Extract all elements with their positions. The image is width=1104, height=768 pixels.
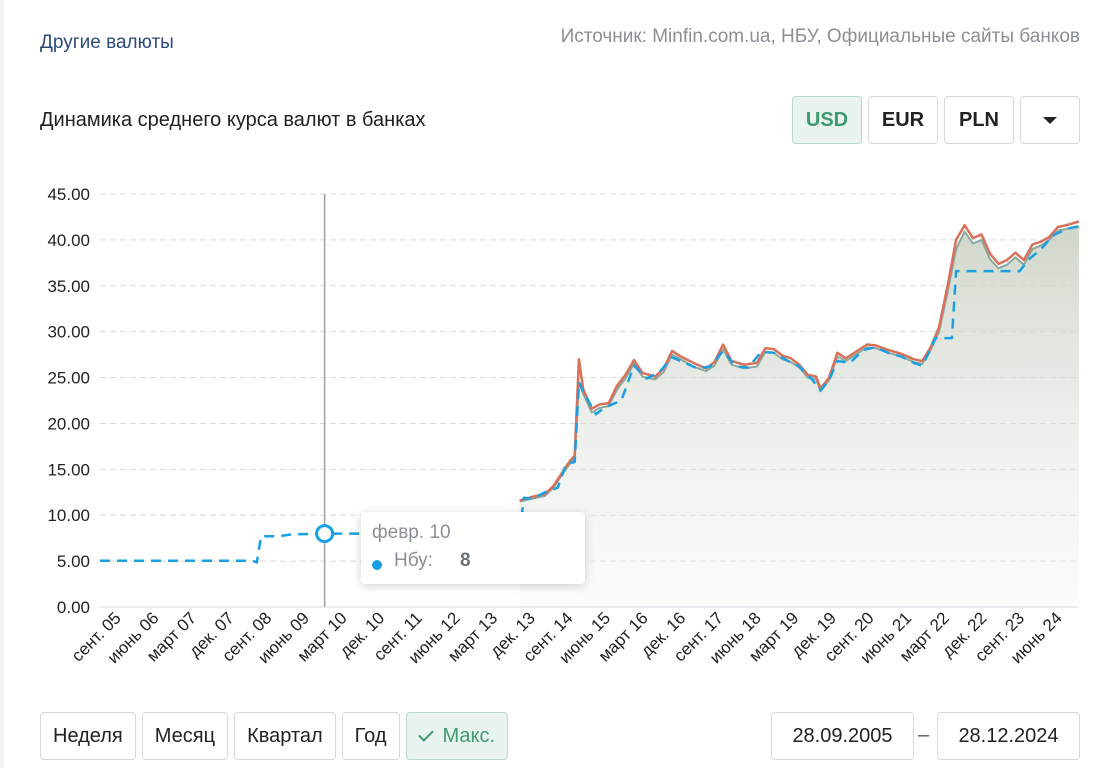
rate-chart[interactable]: 0.00 5.00 10.00 15.00 20.00 25.00 30.00 35.00 40… xyxy=(0,170,1104,700)
tooltip-series-name: Нбу: xyxy=(394,550,433,571)
check-icon xyxy=(417,726,434,742)
y-tick-label: 0.00 xyxy=(57,598,90,617)
bank-rate-area xyxy=(519,227,1079,607)
other-currencies-link[interactable]: Другие валюты xyxy=(40,32,174,53)
y-tick-label: 35.00 xyxy=(47,277,90,296)
y-tick-label: 25.00 xyxy=(47,369,90,388)
tooltip-series-dot xyxy=(372,560,382,570)
period-max-label: Макс. xyxy=(442,724,496,747)
currency-usd-button[interactable]: USD xyxy=(792,96,862,144)
y-tick-label: 20.00 xyxy=(47,414,90,433)
currency-more-dropdown[interactable] xyxy=(1020,96,1080,144)
bank-sell-series-line xyxy=(519,220,1080,502)
currency-pln-button[interactable]: PLN xyxy=(944,96,1014,144)
tooltip-value: 8 xyxy=(460,550,471,571)
page-edge-divider xyxy=(0,0,4,768)
chart-tooltip: февр. 10 Нбу: 8 xyxy=(361,512,585,584)
chevron-down-icon xyxy=(1043,116,1057,124)
y-tick-label: 40.00 xyxy=(47,231,90,250)
period-month-button[interactable]: Месяц xyxy=(141,712,229,760)
date-from-field[interactable]: 28.09.2005 xyxy=(771,712,914,760)
y-tick-label: 30.00 xyxy=(47,323,90,342)
source-text: Источник: Minfin.com.ua, НБУ, Официальны… xyxy=(560,26,1080,47)
y-tick-label: 15.00 xyxy=(47,460,90,479)
y-tick-label: 45.00 xyxy=(47,185,90,204)
period-year-button[interactable]: Год xyxy=(341,712,400,760)
y-tick-label: 5.00 xyxy=(57,552,90,571)
tooltip-date: февр. 10 xyxy=(372,522,451,543)
currency-selector: USD EUR PLN xyxy=(792,96,1080,144)
period-selector: Неделя Месяц Квартал Год Макс. xyxy=(40,712,509,760)
currency-eur-button[interactable]: EUR xyxy=(868,96,938,144)
highlight-point-marker xyxy=(315,524,335,544)
period-quarter-button[interactable]: Квартал xyxy=(234,712,336,760)
chart-title: Динамика среднего курса валют в банках xyxy=(40,109,426,131)
y-tick-label: 10.00 xyxy=(47,506,90,525)
period-max-button[interactable]: Макс. xyxy=(405,712,509,760)
date-to-field[interactable]: 28.12.2024 xyxy=(937,712,1080,760)
date-range-separator: – xyxy=(918,724,930,746)
period-week-button[interactable]: Неделя xyxy=(40,712,136,760)
